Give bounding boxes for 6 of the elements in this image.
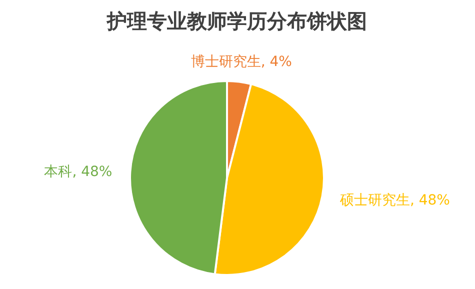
slice-label: 本科, 48% <box>44 164 112 180</box>
slice-label: 博士研究生, 4% <box>190 54 292 70</box>
chart-title: 护理专业教师学历分布饼状图 <box>106 9 367 33</box>
slice-label: 硕士研究生, 48% <box>338 192 450 209</box>
pie-slice <box>129 80 228 276</box>
pie-slice <box>214 83 325 276</box>
